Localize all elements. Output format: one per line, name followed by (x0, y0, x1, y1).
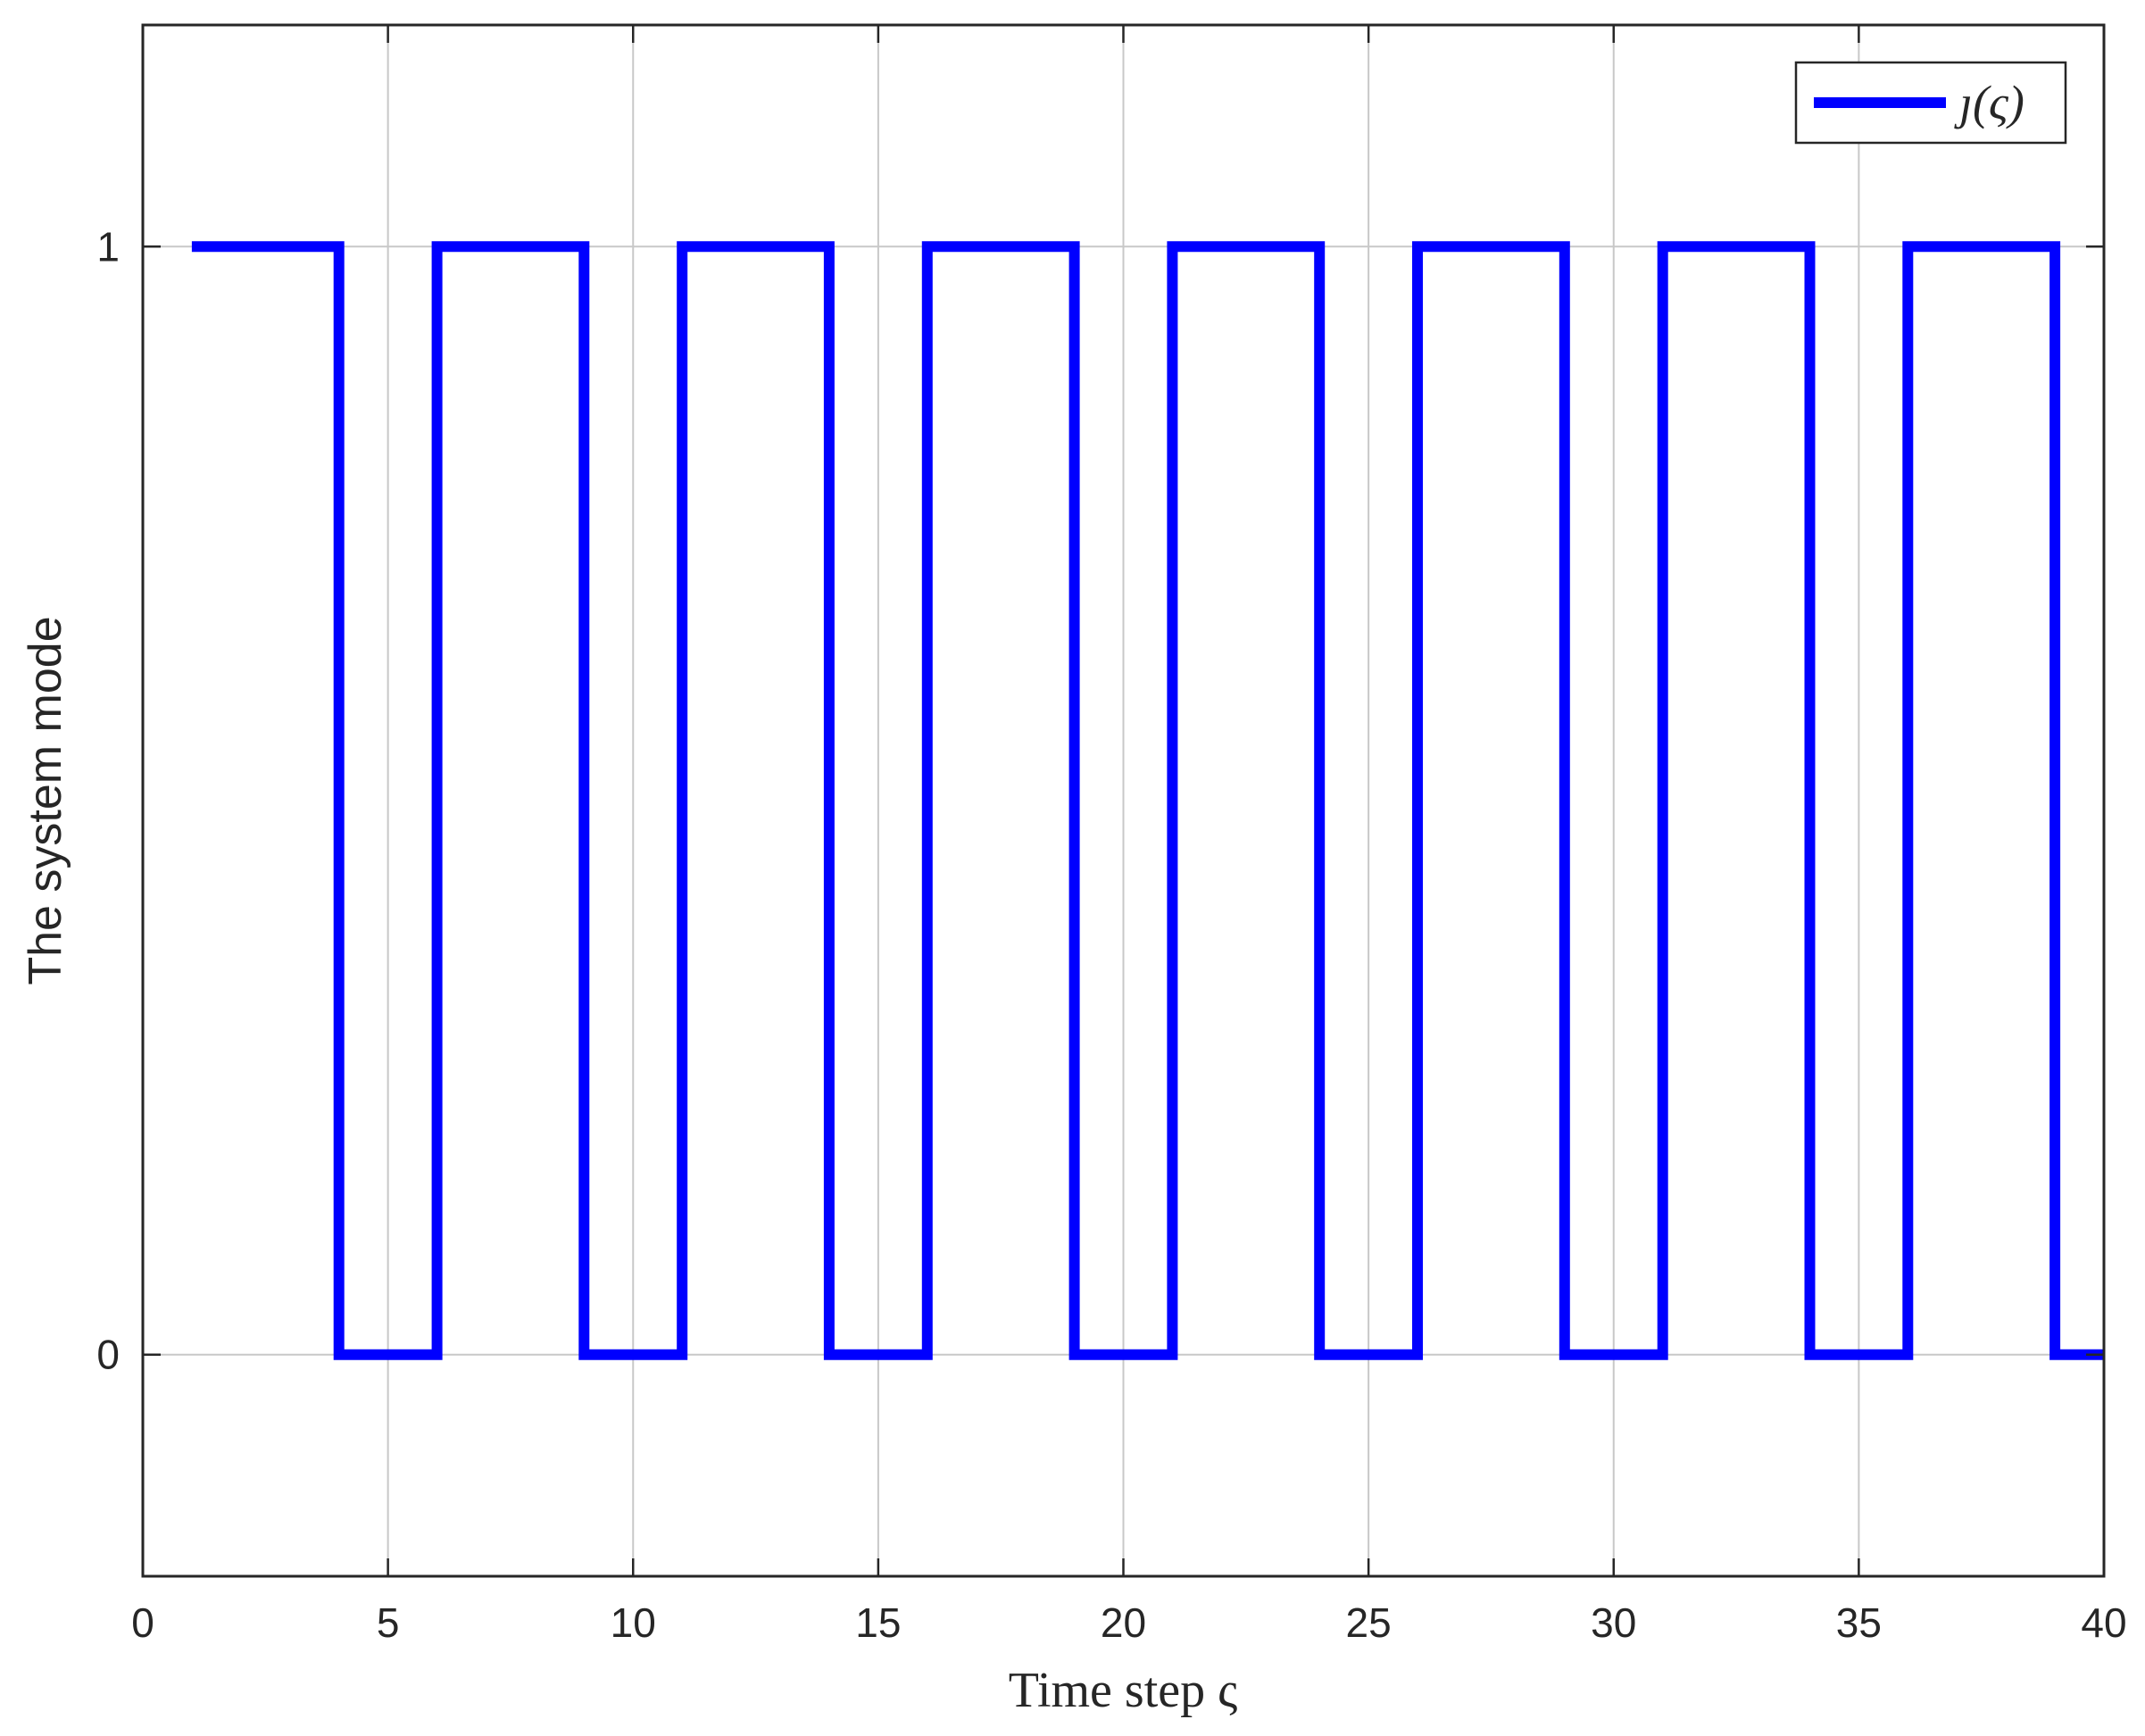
x-tick-label: 15 (855, 1599, 901, 1646)
x-tick-label: 35 (1836, 1599, 1882, 1646)
y-tick-label: 0 (96, 1332, 120, 1378)
series-layer (191, 241, 2104, 1360)
x-tick-label: 30 (1591, 1599, 1636, 1646)
x-tick-label: 40 (2081, 1599, 2126, 1646)
x-tick-label: 20 (1101, 1599, 1146, 1646)
x-axis-label: Time step ς (1009, 1663, 1238, 1718)
x-tick-label: 0 (131, 1599, 154, 1646)
series-line-0 (191, 241, 2104, 1360)
x-tick-label: 5 (377, 1599, 400, 1646)
x-tick-label: 10 (611, 1599, 656, 1646)
ticks (141, 25, 2106, 1576)
x-tick-label: 25 (1346, 1599, 1392, 1646)
legend: ȷ(ς) (1794, 61, 2067, 145)
y-tick-label: 1 (96, 223, 120, 270)
tick-labels: 0 5 10 15 20 25 30 35 40 0 1 (96, 223, 2126, 1646)
legend-entry-label: ȷ(ς) (1954, 76, 2024, 129)
y-axis-label: The system mode (20, 616, 71, 984)
